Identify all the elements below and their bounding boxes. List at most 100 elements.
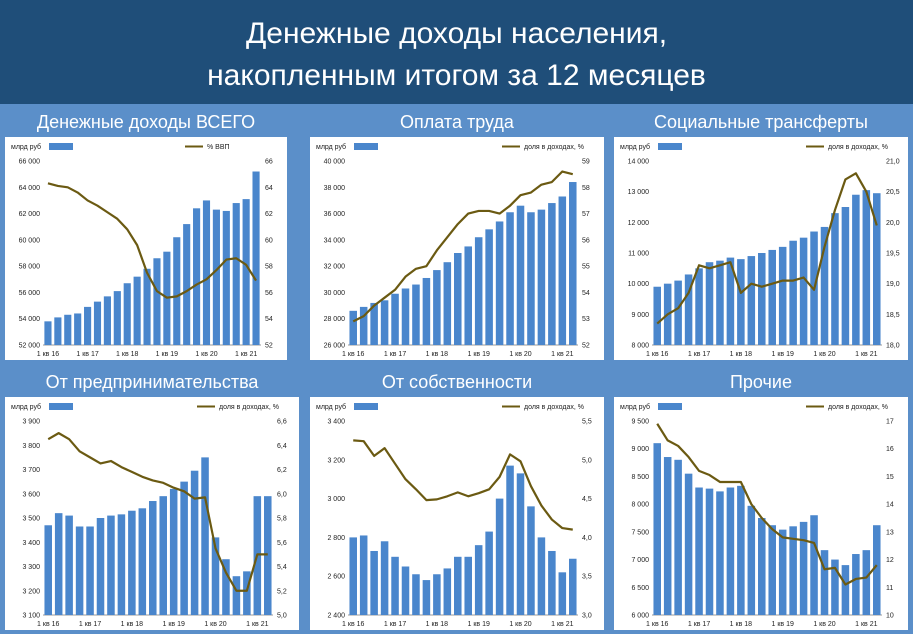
y-tick-right: 54 bbox=[582, 290, 590, 297]
bar bbox=[831, 559, 839, 615]
bar bbox=[726, 487, 735, 615]
bar bbox=[558, 572, 567, 615]
bar bbox=[370, 550, 378, 615]
x-tick-label: 1 кв 18 bbox=[121, 621, 143, 628]
y-tick-right: 6,6 bbox=[277, 419, 287, 426]
bar bbox=[149, 501, 157, 615]
y-tick-left: 40 000 bbox=[324, 159, 346, 166]
bar bbox=[211, 537, 220, 615]
bar bbox=[778, 529, 787, 615]
y-tick-left: 3 200 bbox=[22, 588, 40, 595]
bar bbox=[44, 321, 52, 345]
x-tick-label: 1 кв 17 bbox=[384, 621, 406, 628]
bar bbox=[349, 310, 357, 345]
series-line bbox=[353, 439, 573, 531]
x-tick-label: 1 кв 16 bbox=[37, 621, 59, 628]
bar bbox=[485, 229, 493, 345]
bar bbox=[412, 284, 420, 345]
bar bbox=[747, 256, 756, 345]
bar bbox=[506, 465, 514, 615]
bar bbox=[495, 498, 504, 615]
bar bbox=[768, 249, 776, 345]
x-tick-label: 1 кв 16 bbox=[342, 621, 364, 628]
y-tick-left: 58 000 bbox=[19, 264, 41, 271]
y-tick-left: 9 000 bbox=[631, 312, 649, 319]
x-tick-label: 1 кв 21 bbox=[855, 351, 877, 358]
legend-bar-label: млрд руб bbox=[620, 403, 650, 411]
bar bbox=[841, 207, 850, 345]
y-tick-right: 56 bbox=[582, 237, 590, 244]
legend-line-label: % ВВП bbox=[207, 144, 230, 151]
bar bbox=[380, 300, 389, 345]
legend-bar-swatch bbox=[658, 143, 682, 150]
bar bbox=[464, 556, 472, 615]
series-line bbox=[656, 423, 878, 586]
y-tick-left: 3 400 bbox=[22, 540, 40, 547]
chart-panel-total-income: Денежные доходы ВСЕГО млрд руб % ВВП 52 00… bbox=[5, 110, 287, 360]
y-tick-right: 20,0 bbox=[886, 220, 900, 227]
chart-title: Денежные доходы ВСЕГО bbox=[36, 112, 256, 132]
y-tick-right: 5,2 bbox=[277, 588, 287, 595]
bar bbox=[443, 262, 452, 345]
series-line bbox=[47, 182, 257, 299]
y-tick-left: 9 500 bbox=[631, 419, 649, 426]
y-tick-left: 6 000 bbox=[631, 613, 649, 620]
chart-svg-labor-pay: млрд руб доля в доходах, % 26 000 28 000 30 … bbox=[316, 143, 590, 358]
y-tick-right: 16 bbox=[886, 446, 894, 453]
bar bbox=[684, 274, 693, 345]
y-tick-right: 58 bbox=[265, 264, 273, 271]
y-tick-right: 5,5 bbox=[582, 419, 592, 426]
bar bbox=[359, 306, 368, 345]
y-tick-left: 3 800 bbox=[22, 443, 40, 450]
chart-title: От предпринимательства bbox=[45, 372, 259, 392]
bar bbox=[422, 580, 431, 615]
y-tick-left: 28 000 bbox=[324, 316, 346, 323]
y-tick-right: 57 bbox=[582, 211, 590, 218]
bar bbox=[232, 203, 240, 345]
bar bbox=[548, 203, 556, 345]
x-tick-label: 1 кв 18 bbox=[426, 621, 448, 628]
x-tick-label: 1 кв 19 bbox=[468, 351, 490, 358]
bar bbox=[454, 556, 462, 615]
legend-bar-label: млрд руб bbox=[11, 403, 41, 411]
y-tick-left: 13 000 bbox=[628, 189, 650, 196]
y-tick-left: 8 000 bbox=[631, 343, 649, 350]
x-tick-label: 1 кв 21 bbox=[235, 351, 257, 358]
x-tick-label: 1 кв 18 bbox=[730, 621, 752, 628]
y-tick-right: 6,4 bbox=[277, 443, 287, 450]
x-tick-label: 1 кв 20 bbox=[509, 621, 531, 628]
chart-title: Прочие bbox=[729, 372, 792, 392]
y-tick-left: 3 400 bbox=[327, 419, 345, 426]
x-tick-label: 1 кв 21 bbox=[246, 621, 268, 628]
y-tick-right: 62 bbox=[265, 211, 273, 218]
bar bbox=[123, 283, 131, 345]
legend-bar-swatch bbox=[658, 403, 682, 410]
bar bbox=[75, 526, 84, 615]
bar bbox=[359, 535, 368, 615]
y-tick-left: 12 000 bbox=[628, 220, 650, 227]
y-tick-left: 2 600 bbox=[327, 574, 345, 581]
y-tick-right: 55 bbox=[582, 264, 590, 271]
chart-svg-total-income: млрд руб % ВВП 52 000 54 000 56 000 58 000 60 … bbox=[11, 143, 273, 358]
bar bbox=[485, 531, 493, 615]
bar bbox=[54, 317, 62, 345]
bar bbox=[107, 515, 115, 615]
bar bbox=[474, 545, 483, 615]
bar bbox=[103, 296, 111, 345]
bar bbox=[64, 314, 72, 345]
x-tick-label: 1 кв 17 bbox=[79, 621, 101, 628]
bar bbox=[202, 200, 211, 345]
x-tick-label: 1 кв 18 bbox=[730, 351, 752, 358]
bar bbox=[862, 190, 871, 345]
bar bbox=[54, 513, 63, 615]
y-tick-left: 3 100 bbox=[22, 613, 40, 620]
y-tick-left: 2 400 bbox=[327, 613, 345, 620]
bar bbox=[222, 210, 230, 345]
bar bbox=[548, 550, 556, 615]
bar bbox=[705, 262, 714, 345]
chart-title: От собственности bbox=[381, 372, 533, 392]
bar bbox=[820, 550, 829, 615]
x-tick-label: 1 кв 17 bbox=[688, 621, 710, 628]
y-tick-left: 6 500 bbox=[631, 585, 649, 592]
legend-bar-swatch bbox=[49, 143, 73, 150]
